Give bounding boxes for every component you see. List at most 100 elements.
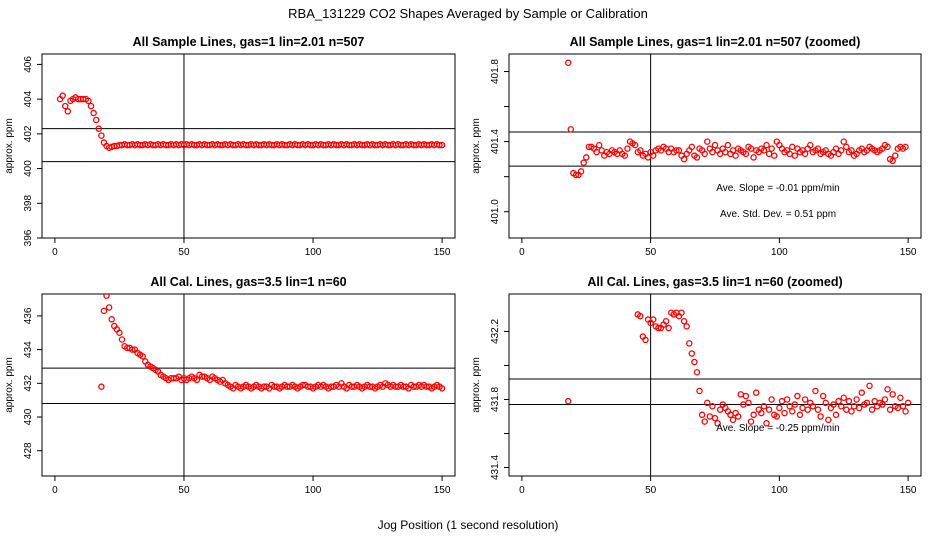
figure-title: RBA_131229 CO2 Shapes Averaged by Sample…	[288, 6, 648, 21]
data-point	[789, 408, 796, 415]
x-tick-label: 0	[519, 485, 525, 496]
data-point	[778, 397, 786, 405]
data-point	[904, 399, 912, 407]
data-point	[745, 399, 752, 407]
y-tick-label: 398	[23, 195, 34, 212]
data-points	[564, 59, 909, 179]
data-point	[794, 392, 801, 400]
data-point	[796, 411, 804, 419]
data-point	[765, 150, 773, 158]
data-point	[680, 317, 688, 325]
data-point	[724, 141, 732, 149]
data-point	[637, 312, 644, 320]
data-point	[840, 394, 848, 402]
data-point	[698, 411, 706, 419]
data-point	[686, 340, 693, 347]
y-tick-label: 401.4	[490, 129, 501, 154]
data-point	[706, 413, 714, 420]
data-point	[889, 157, 896, 165]
x-tick-label: 150	[434, 485, 451, 496]
data-point	[807, 141, 814, 149]
data-point	[819, 392, 827, 400]
data-point	[691, 358, 698, 366]
data-point	[680, 155, 688, 163]
data-point	[693, 368, 701, 376]
data-point	[773, 413, 781, 420]
data-point	[678, 309, 685, 316]
data-point	[902, 408, 909, 415]
data-point	[825, 416, 832, 424]
y-axis-label: approx. ppm	[471, 357, 482, 413]
y-tick-label: 431.4	[490, 455, 501, 480]
x-tick-label: 0	[52, 247, 58, 258]
data-point	[673, 147, 680, 154]
x-tick-label: 0	[519, 247, 525, 258]
data-point	[758, 409, 765, 417]
data-point	[716, 406, 724, 413]
data-point	[118, 336, 126, 343]
data-point	[95, 125, 103, 132]
data-point	[701, 418, 708, 425]
data-point	[750, 154, 757, 161]
data-point	[843, 143, 850, 151]
data-point	[835, 397, 842, 405]
data-point	[193, 376, 201, 384]
data-point	[564, 397, 572, 405]
data-point	[580, 159, 587, 166]
data-point	[866, 382, 873, 390]
data-point	[843, 406, 850, 413]
data-point	[87, 102, 95, 110]
y-tick-label: 434	[23, 341, 34, 358]
y-tick-label: 402	[23, 125, 34, 142]
data-points	[56, 92, 446, 151]
data-point	[92, 116, 100, 124]
panel-cal-lines-zoomed: All Cal. Lines, gas=3.5 lin=1 n=60 (zoom…	[471, 275, 922, 496]
data-point	[783, 396, 791, 403]
data-point	[139, 353, 146, 360]
plot-frame	[508, 293, 922, 477]
data-point	[693, 154, 701, 161]
y-tick-label: 430	[23, 408, 34, 425]
y-tick-label: 401.8	[490, 59, 501, 84]
x-tick-label: 50	[645, 485, 657, 496]
panel-title: All Sample Lines, gas=1 lin=2.01 n=507 (…	[570, 35, 861, 49]
data-point	[688, 143, 696, 151]
data-point	[438, 385, 446, 392]
panel-sample-lines: All Sample Lines, gas=1 lin=2.01 n=507 0 5…	[4, 35, 456, 258]
data-point	[812, 387, 819, 395]
data-point	[765, 406, 773, 413]
data-point	[742, 392, 750, 400]
data-point	[871, 397, 878, 405]
data-point	[642, 336, 649, 344]
data-point	[863, 399, 871, 407]
data-point	[763, 141, 770, 149]
data-point	[436, 141, 443, 149]
data-point	[714, 420, 721, 427]
data-point	[845, 397, 853, 405]
panel-sample-lines-zoomed: All Sample Lines, gas=1 lin=2.01 n=507 (…	[471, 35, 922, 258]
data-point	[734, 413, 742, 420]
data-point	[108, 316, 115, 323]
data-point	[853, 396, 860, 403]
data-point	[747, 418, 755, 425]
data-point	[583, 154, 590, 161]
plot-frame	[508, 53, 922, 239]
data-point	[704, 399, 711, 407]
data-point	[884, 386, 891, 393]
data-point	[595, 141, 603, 149]
data-point	[59, 92, 66, 99]
y-tick-label: 431.8	[490, 387, 501, 412]
plot-frame	[41, 53, 456, 239]
x-tick-label: 100	[305, 485, 322, 496]
x-tick-label: 50	[178, 247, 190, 258]
stat-annotation: Ave. Slope = -0.25 ppm/min	[716, 423, 840, 434]
data-point	[858, 389, 866, 396]
data-point	[665, 324, 672, 332]
data-point	[711, 414, 719, 422]
data-point	[116, 329, 123, 337]
data-point	[892, 152, 899, 159]
y-tick-label: 406	[23, 56, 34, 73]
data-point	[768, 396, 775, 403]
data-point	[791, 152, 799, 159]
